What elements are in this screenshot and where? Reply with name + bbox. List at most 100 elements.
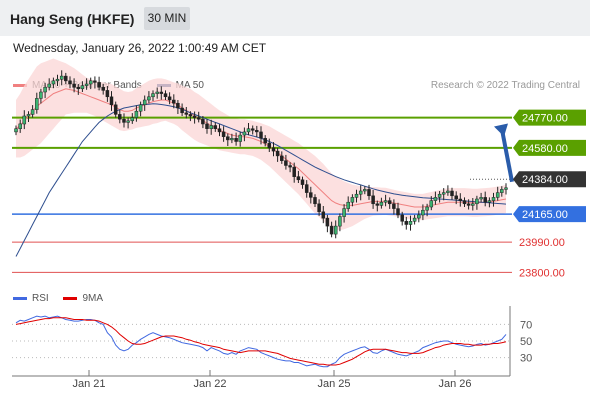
date-label-2: Jan 25 xyxy=(317,378,350,390)
candle-body xyxy=(309,192,313,198)
candle-body xyxy=(408,221,413,225)
candle-body xyxy=(147,96,151,101)
rsi-ma-line xyxy=(15,317,507,366)
chart-datetime: Wednesday, January 26, 2022 1:00:49 AM C… xyxy=(13,41,267,55)
candle-body xyxy=(421,209,425,216)
candle-body xyxy=(483,197,487,203)
candle-body xyxy=(412,217,417,222)
candle-body xyxy=(342,208,346,217)
candle-body xyxy=(180,107,184,114)
candle-body xyxy=(292,166,296,177)
candle-body xyxy=(118,114,122,120)
candle-body xyxy=(192,115,197,118)
candle-body xyxy=(97,82,101,88)
candle-body xyxy=(300,179,305,185)
candle-body xyxy=(396,208,400,216)
candle-body xyxy=(321,211,326,219)
candle-body xyxy=(234,138,238,142)
level-label-2: 24384.00 xyxy=(522,174,568,186)
candle-body xyxy=(188,114,193,117)
candle-body xyxy=(387,200,392,205)
candle-body xyxy=(213,125,218,129)
candle-body xyxy=(68,80,72,85)
candle-body xyxy=(263,138,267,144)
candle-body xyxy=(271,147,276,152)
candle-body xyxy=(450,190,454,197)
candle-body xyxy=(72,83,76,88)
candle-body xyxy=(500,189,504,193)
level-label-3: 24165.00 xyxy=(522,209,568,221)
candle-body xyxy=(325,217,330,227)
candle-body xyxy=(126,120,130,123)
candle-body xyxy=(466,203,471,206)
target-arrow-head xyxy=(494,123,508,137)
candle-body xyxy=(346,201,350,209)
legend-rsi-ma-swatch xyxy=(63,296,78,300)
candle-body xyxy=(109,96,114,106)
candle-body xyxy=(454,195,458,200)
candle-body xyxy=(304,184,309,193)
candle-body xyxy=(159,91,164,94)
rsi-tick-label-0: 70 xyxy=(520,319,532,331)
candle-body xyxy=(404,221,409,225)
candle-body xyxy=(14,128,18,133)
candle-body xyxy=(363,189,367,192)
candle-body xyxy=(259,131,263,139)
level-label-0: 24770.00 xyxy=(522,113,568,125)
instrument-title: Hang Seng (HKFE) xyxy=(10,11,135,27)
candle-body xyxy=(59,75,64,80)
candle-body xyxy=(437,193,442,198)
candle-body xyxy=(163,93,168,98)
candle-body xyxy=(196,117,201,120)
candle-body xyxy=(22,115,27,125)
candle-body xyxy=(221,131,226,137)
candle-body xyxy=(155,91,159,94)
candle-body xyxy=(383,200,388,203)
candle-body xyxy=(226,136,230,141)
level-label-bg-1 xyxy=(513,139,586,156)
candle-body xyxy=(230,138,234,141)
candle-body xyxy=(64,75,68,82)
candle-body xyxy=(392,203,396,209)
candle-body xyxy=(446,190,450,193)
candle-body xyxy=(267,142,272,149)
candle-body xyxy=(167,96,172,101)
candle-body xyxy=(375,203,380,206)
candle-body xyxy=(317,203,321,213)
candle-body xyxy=(358,190,363,195)
candle-body xyxy=(18,123,22,129)
candle-body xyxy=(184,112,189,115)
candle-body xyxy=(105,90,110,98)
legend-ma20-swatch xyxy=(13,83,27,87)
candle-body xyxy=(338,216,342,227)
research-credit: Research © 2022 Trading Central xyxy=(430,80,580,91)
candle-body xyxy=(504,187,508,190)
legend-rsi-ma: 9MA xyxy=(63,293,103,304)
candle-body xyxy=(43,86,47,93)
level-label-1: 24580.00 xyxy=(522,143,568,155)
candle-body xyxy=(471,203,475,206)
chart-header: Hang Seng (HKFE) 30 MIN xyxy=(0,0,590,36)
candle-body xyxy=(400,214,404,222)
candle-body xyxy=(217,128,222,133)
candle-body xyxy=(479,197,483,200)
candle-body xyxy=(76,86,81,90)
rsi-tick-label-1: 50 xyxy=(520,336,532,348)
candle-body xyxy=(205,123,209,129)
candle-body xyxy=(88,80,93,85)
candle-body xyxy=(313,197,317,205)
candle-body xyxy=(47,83,51,88)
date-label-3: Jan 26 xyxy=(438,378,471,390)
candle-body xyxy=(367,189,371,197)
candle-body xyxy=(250,128,255,131)
interval-button[interactable]: 30 MIN xyxy=(144,7,190,30)
level-label-5: 23800.00 xyxy=(519,267,565,279)
candle-body xyxy=(93,80,97,83)
candle-body xyxy=(201,118,205,125)
level-label-4: 23990.00 xyxy=(519,237,565,249)
candle-body xyxy=(246,128,251,133)
candle-body xyxy=(176,102,180,109)
level-label-bg-2 xyxy=(513,171,586,188)
candle-body xyxy=(55,78,60,82)
candle-body xyxy=(113,104,118,115)
